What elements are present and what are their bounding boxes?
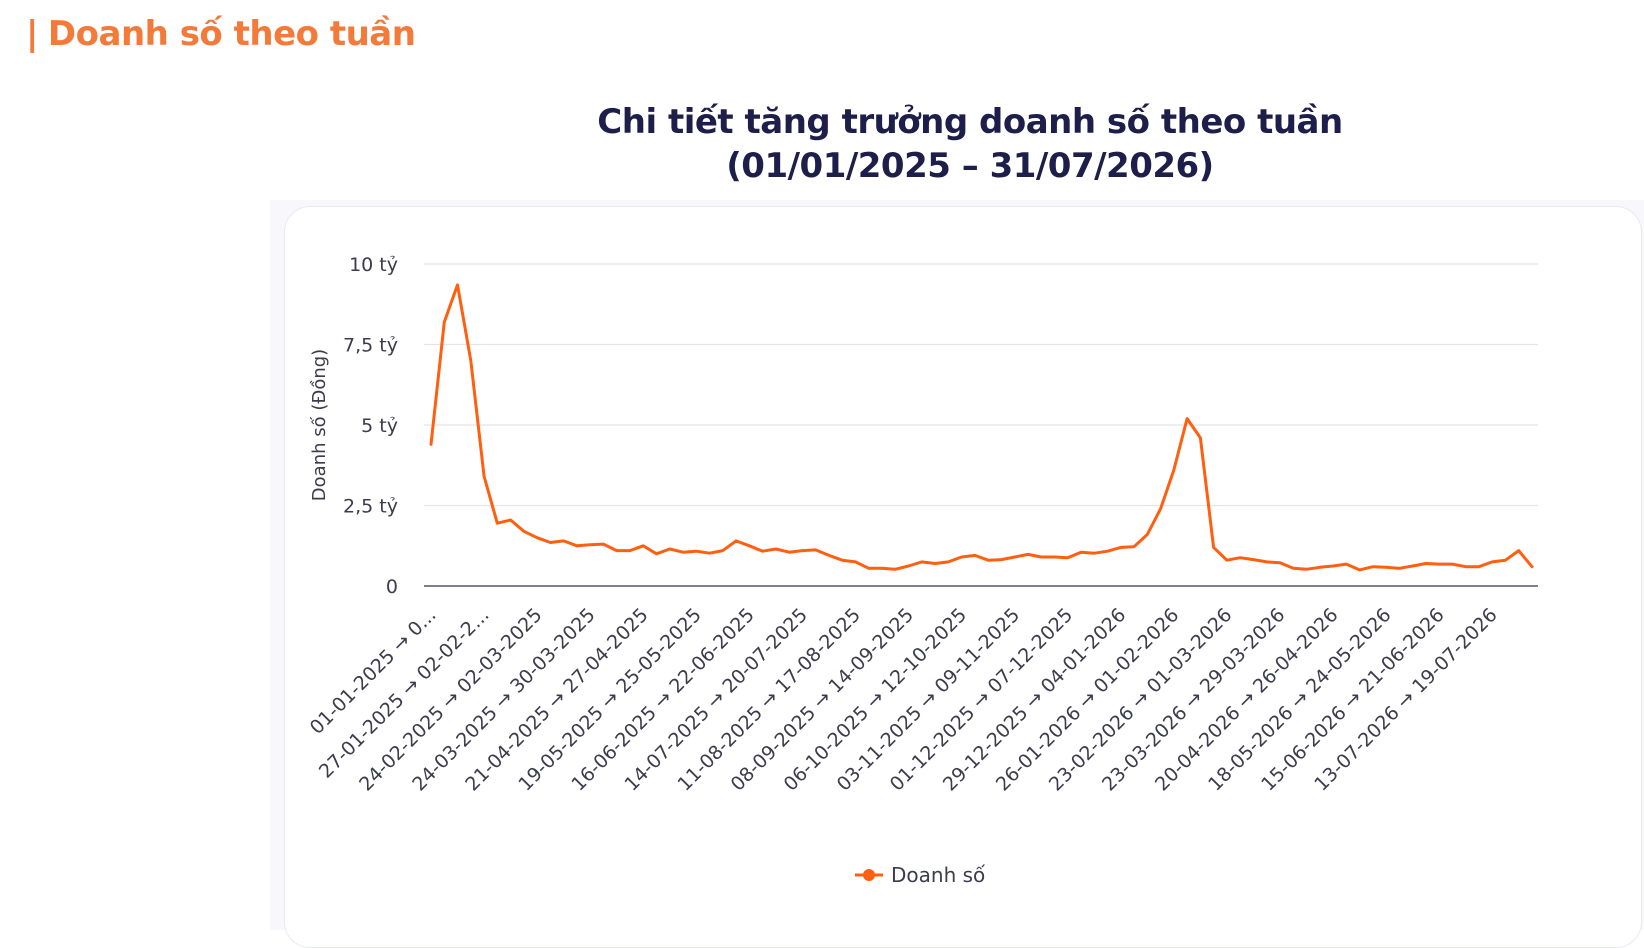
- y-tick-label: 2,5 tỷ: [343, 496, 398, 518]
- y-axis-title: Doanh số (Đồng): [309, 349, 330, 501]
- legend-label: Doanh số: [891, 863, 986, 887]
- heading-bar: |: [26, 14, 38, 54]
- y-tick-label: 7,5 tỷ: [343, 335, 398, 357]
- section-heading: | Doanh số theo tuần: [26, 14, 416, 54]
- series-line-doanh-so: [429, 283, 1534, 572]
- heading-text: Doanh số theo tuần: [47, 14, 416, 54]
- chart-title: Chi tiết tăng trưởng doanh số theo tuần …: [420, 100, 1520, 188]
- chart-title-line: Chi tiết tăng trưởng doanh số theo tuần: [597, 102, 1343, 142]
- y-tick-label: 5 tỷ: [361, 415, 398, 437]
- chart-card: [284, 206, 1642, 948]
- y-tick-label: 0: [386, 576, 398, 598]
- legend-marker: [863, 869, 875, 881]
- chart-subtitle-line: (01/01/2025 – 31/07/2026): [726, 146, 1214, 186]
- y-tick-label: 10 tỷ: [349, 254, 398, 276]
